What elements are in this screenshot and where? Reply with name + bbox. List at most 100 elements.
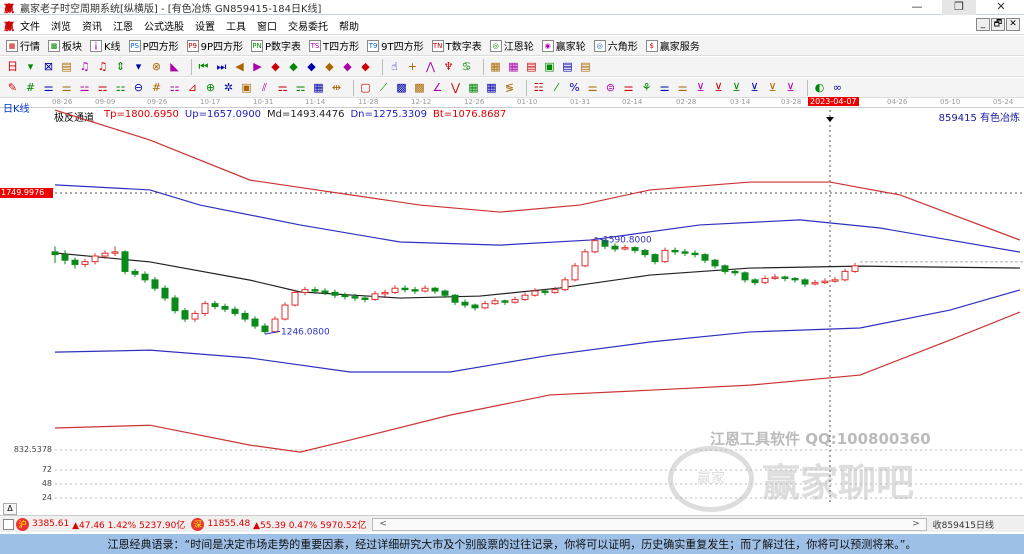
tool-icon[interactable]: # [25,81,36,94]
tool-icon[interactable]: + [407,60,418,73]
tool-icon[interactable]: ▾ [27,60,34,73]
tool-icon[interactable]: ⊖ [133,81,144,94]
tool-icon[interactable]: ⊻ [696,81,705,94]
menu-item[interactable]: 帮助 [339,21,359,33]
tool-icon[interactable]: ▩ [396,81,407,94]
tool-icon[interactable]: ▦ [486,81,497,94]
sz-index[interactable]: 深 11855.48 ▲55.39 0.47% 5970.52亿 [191,517,366,531]
tool-icon[interactable]: ▾ [135,60,142,73]
toolbar-button[interactable]: ◎ 江恩轮 [489,38,534,53]
tool-icon[interactable]: ▶ [253,60,262,73]
tool-icon[interactable]: ▤ [580,60,591,73]
tool-icon[interactable]: ◆ [325,60,334,73]
menu-item[interactable]: 交易委托 [288,21,328,33]
tool-icon[interactable]: ⚎ [277,81,288,94]
tool-icon[interactable]: ⚌ [587,81,598,94]
tool-icon[interactable]: ▦ [468,81,479,94]
toolbar-button[interactable]: ◎ 六角形 [593,38,638,53]
tool-icon[interactable]: ◣ [170,60,179,73]
sh-index[interactable]: 沪 3385.61 ▲47.46 1.42% 5237.90亿 [16,517,185,531]
tool-icon[interactable]: ▩ [414,81,425,94]
scroll-right-button[interactable]: > [912,518,920,529]
tool-icon[interactable]: ⚌ [623,81,634,94]
toolbar-button[interactable]: PS P四方形 [128,38,179,53]
mdi-restore-button[interactable]: 🗗 [991,18,1005,31]
tool-icon[interactable]: ≶ [504,81,515,94]
tool-icon[interactable]: ⏮ [198,60,209,73]
menu-item[interactable]: 窗口 [257,21,277,33]
toolbar-button[interactable]: $ 赢家服务 [645,38,700,53]
tool-icon[interactable]: ♫ [79,60,90,73]
toolbar-button[interactable]: ▦ 行情 [6,38,40,53]
tool-icon[interactable]: ♫ [97,60,108,73]
menu-item[interactable]: 江恩 [113,21,133,33]
tool-icon[interactable]: ✲ [223,81,234,94]
tool-icon[interactable]: 日 [7,60,18,73]
tool-icon[interactable]: ⚏ [115,81,126,94]
tool-icon[interactable]: ⁄ [555,81,558,94]
tool-icon[interactable]: ▣ [241,81,252,94]
tool-icon[interactable]: ⚌ [43,81,54,94]
mdi-minimize-button[interactable]: _ [976,18,990,31]
tool-icon[interactable]: ◀ [235,60,244,73]
tool-icon[interactable]: ⊗ [151,60,162,73]
tool-icon[interactable]: ⚘ [641,81,652,94]
menu-item[interactable]: 资讯 [82,21,102,33]
tool-icon[interactable]: ☷ [533,81,544,94]
tool-icon[interactable]: ⚏ [169,81,180,94]
tool-icon[interactable]: ⊻ [714,81,723,94]
tool-icon[interactable]: ⋁ [450,81,461,94]
tool-icon[interactable]: ☝ [391,60,398,73]
toolbar-button[interactable]: P9 9P四方形 [186,38,243,53]
tool-icon[interactable]: ▦ [490,60,501,73]
minimize-button[interactable]: — [911,0,923,13]
period-label[interactable]: 日K线 [3,104,30,115]
tool-icon[interactable]: ⊻ [750,81,759,94]
tool-icon[interactable]: ◐ [814,81,825,94]
tool-icon[interactable]: ∠ [432,81,443,94]
tool-icon[interactable]: ▤ [61,60,72,73]
tool-icon[interactable]: ⊠ [43,60,54,73]
grid-icon[interactable] [3,518,14,530]
tool-icon[interactable]: ⊜ [605,81,616,94]
tool-icon[interactable]: ◆ [343,60,352,73]
tool-icon[interactable]: ⫽ [262,81,267,94]
tool-icon[interactable]: ♋ [461,60,472,73]
tool-icon[interactable]: ◆ [361,60,370,73]
expand-button[interactable]: Δ [3,503,17,515]
tool-icon[interactable]: ⚌ [677,81,688,94]
tool-icon[interactable]: ⚌ [61,81,72,94]
tool-icon[interactable]: ⚌ [659,81,670,94]
tool-icon[interactable]: ◆ [289,60,298,73]
tool-icon[interactable]: ▦ [313,81,324,94]
toolbar-button[interactable]: PN P数字表 [251,38,301,53]
menu-item[interactable]: 浏览 [51,21,71,33]
toolbar-button[interactable]: ◉ 赢家轮 [541,38,586,53]
tool-icon[interactable]: % [569,81,580,94]
tool-icon[interactable]: # [151,81,162,94]
restore-button[interactable]: ❐ [942,0,976,15]
tool-icon[interactable]: ✎ [7,81,18,94]
menu-item[interactable]: 工具 [226,21,246,33]
toolbar-button[interactable]: T9 9T四方形 [367,38,424,53]
tool-icon[interactable]: ⇕ [115,60,126,73]
tool-icon[interactable]: ◆ [271,60,280,73]
tool-icon[interactable]: ▣ [544,60,555,73]
tool-icon[interactable]: ▤ [562,60,573,73]
tool-icon[interactable]: ⚎ [295,81,306,94]
menu-item[interactable]: 文件 [20,21,40,33]
tool-icon[interactable]: ▤ [526,60,537,73]
horizontal-scrollbar[interactable]: < > [372,517,927,531]
tool-icon[interactable]: ◆ [307,60,316,73]
tool-icon[interactable]: ⊻ [732,81,741,94]
tool-icon[interactable]: ⋀ [425,60,436,73]
tool-icon[interactable]: ⏭ [216,60,227,73]
toolbar-button[interactable]: TN T数字表 [431,38,482,53]
tool-icon[interactable]: ⚎ [97,81,108,94]
toolbar-button[interactable]: ▩ 板块 [48,38,82,53]
tool-icon[interactable]: ⊕ [205,81,216,94]
scroll-left-button[interactable]: < [379,518,387,529]
tool-icon[interactable]: ♆ [443,60,454,73]
tool-icon[interactable]: ▦ [508,60,519,73]
tool-icon[interactable]: ⇹ [331,81,342,94]
